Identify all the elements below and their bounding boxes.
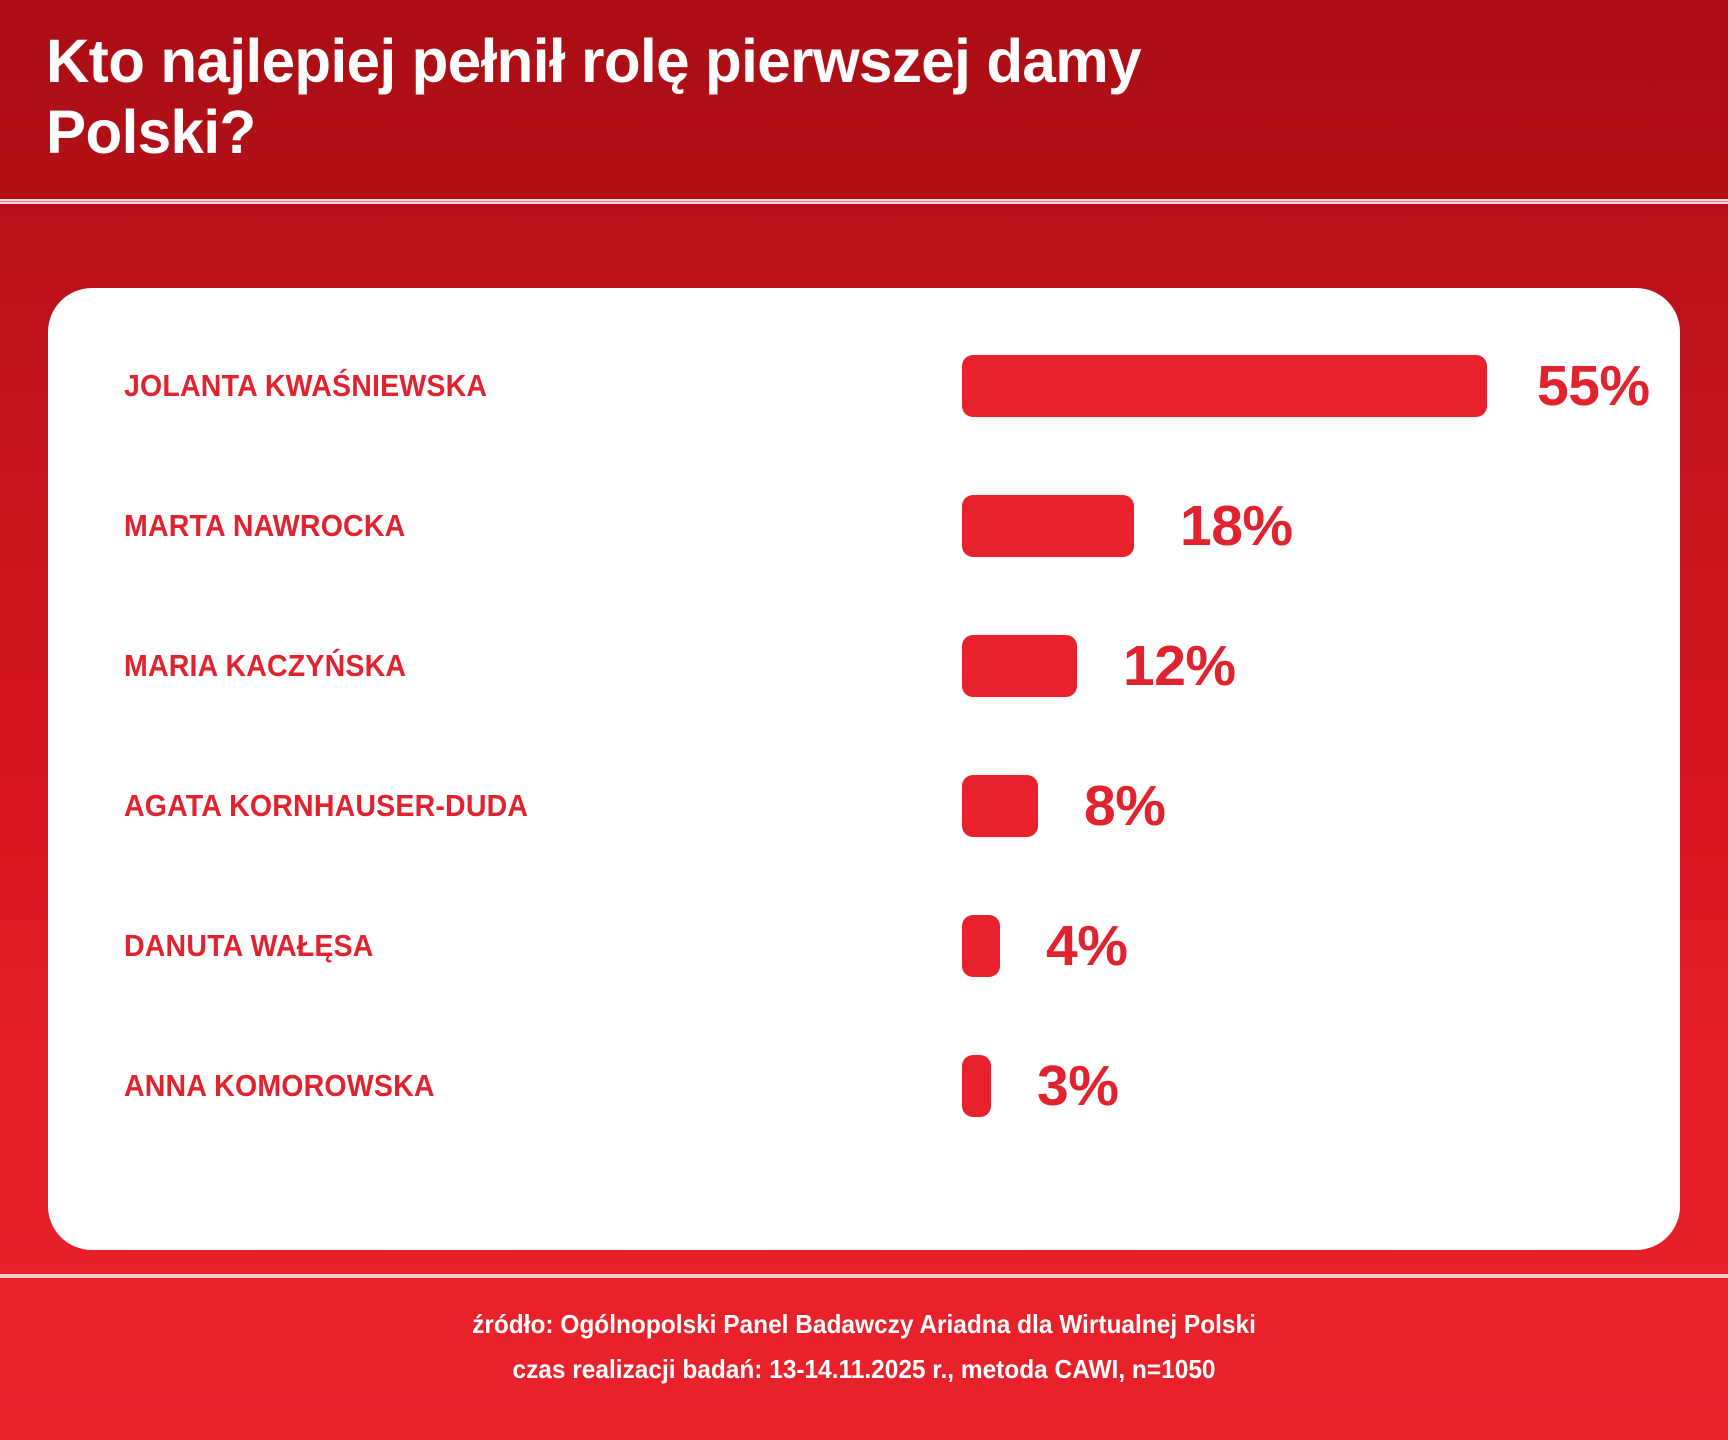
bar-value-label: 55% <box>1537 353 1650 418</box>
bar-category-label: AGATA KORNHAUSER-DUDA <box>124 788 529 823</box>
bar-category-label: DANUTA WAŁĘSA <box>124 928 374 963</box>
bar <box>962 915 1000 977</box>
chart-row: JOLANTA KWAŚNIEWSKA 55% <box>48 334 1680 438</box>
chart-row: AGATA KORNHAUSER-DUDA 8% <box>48 754 1680 858</box>
bar-value-label: 12% <box>1123 633 1236 698</box>
bar-track: 55% <box>962 334 1650 438</box>
source-note: źródło: Ogólnopolski Panel Badawczy Aria… <box>52 1302 1676 1391</box>
bar-value-label: 4% <box>1046 913 1128 978</box>
chart-row: ANNA KOMOROWSKA 3% <box>48 1034 1680 1138</box>
bar <box>962 495 1134 557</box>
bar-value-label: 18% <box>1180 493 1293 558</box>
bar <box>962 635 1077 697</box>
bar <box>962 355 1487 417</box>
header-banner: Kto najlepiej pełnił rolę pierwszej damy… <box>0 0 1728 199</box>
footer-divider <box>0 1274 1728 1278</box>
bar-track: 3% <box>962 1034 1119 1138</box>
source-line-1: źródło: Ogólnopolski Panel Badawczy Aria… <box>472 1309 1256 1339</box>
chart-row: MARIA KACZYŃSKA 12% <box>48 614 1680 718</box>
bar-value-label: 3% <box>1037 1053 1119 1118</box>
bar-category-label: JOLANTA KWAŚNIEWSKA <box>124 368 488 403</box>
source-line-2: czas realizacji badań: 13-14.11.2025 r.,… <box>512 1353 1216 1384</box>
footer-bar: źródło: Ogólnopolski Panel Badawczy Aria… <box>0 1278 1728 1440</box>
bar-track: 12% <box>962 614 1236 718</box>
chart-card: JOLANTA KWAŚNIEWSKA 55% MARTA NAWROCKA 18% M… <box>48 288 1680 1250</box>
bar <box>962 1055 991 1117</box>
bar-chart: JOLANTA KWAŚNIEWSKA 55% MARTA NAWROCKA 18% M… <box>48 288 1680 1250</box>
bar-track: 8% <box>962 754 1166 858</box>
bar-track: 18% <box>962 474 1293 578</box>
chart-row: MARTA NAWROCKA 18% <box>48 474 1680 578</box>
bar <box>962 775 1038 837</box>
chart-row: DANUTA WAŁĘSA 4% <box>48 894 1680 998</box>
bar-category-label: ANNA KOMOROWSKA <box>124 1068 435 1103</box>
page-title: Kto najlepiej pełnił rolę pierwszej damy… <box>46 27 1142 166</box>
bar-track: 4% <box>962 894 1128 998</box>
bar-value-label: 8% <box>1084 773 1166 838</box>
bar-category-label: MARTA NAWROCKA <box>124 508 406 543</box>
header-divider-shadow <box>0 201 1728 202</box>
bar-category-label: MARIA KACZYŃSKA <box>124 648 407 683</box>
